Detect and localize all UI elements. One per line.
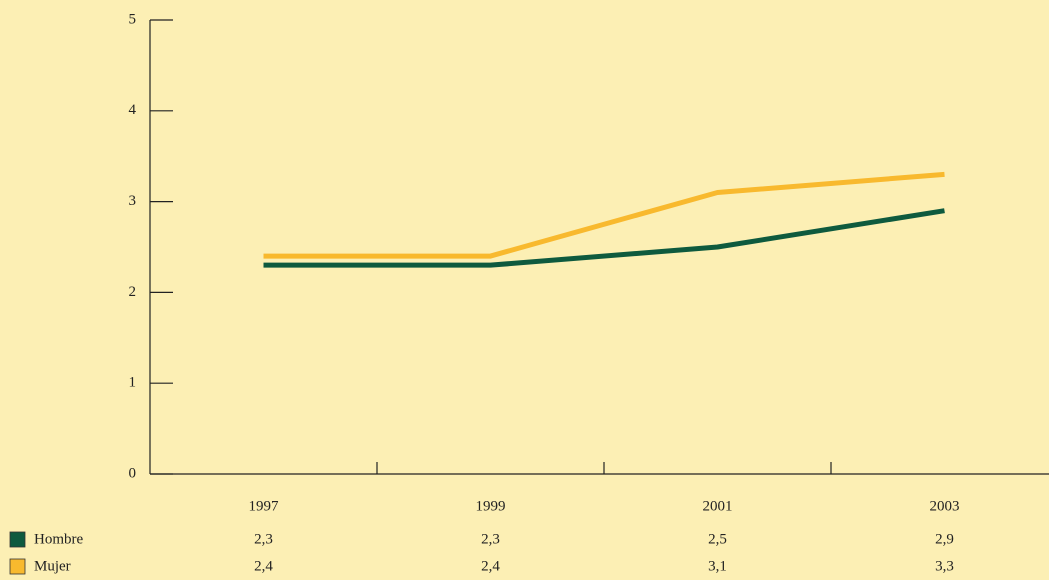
y-tick-label: 1 (129, 375, 137, 391)
x-tick-label: 1999 (476, 498, 506, 514)
table-value: 2,9 (935, 531, 954, 547)
y-tick-label: 3 (129, 193, 137, 209)
table-value: 2,4 (481, 558, 500, 574)
table-value: 2,3 (254, 531, 273, 547)
x-tick-label: 2001 (703, 498, 733, 514)
legend-label: Mujer (34, 558, 71, 574)
x-tick-label: 2003 (930, 498, 960, 514)
table-value: 2,5 (708, 531, 727, 547)
y-tick-label: 4 (129, 102, 137, 118)
table-value: 3,3 (935, 558, 954, 574)
x-tick-label: 1997 (249, 498, 280, 514)
legend-swatch (9, 531, 26, 548)
series-line (263, 208, 945, 268)
table-value: 2,4 (254, 558, 273, 574)
y-tick-label: 2 (129, 284, 137, 300)
table-value: 2,3 (481, 531, 500, 547)
legend-label: Hombre (34, 531, 83, 547)
y-tick-label: 5 (129, 11, 137, 27)
table-value: 3,1 (708, 558, 727, 574)
y-tick-label: 0 (129, 465, 137, 481)
legend-swatch (9, 558, 26, 575)
series-line (263, 171, 945, 259)
